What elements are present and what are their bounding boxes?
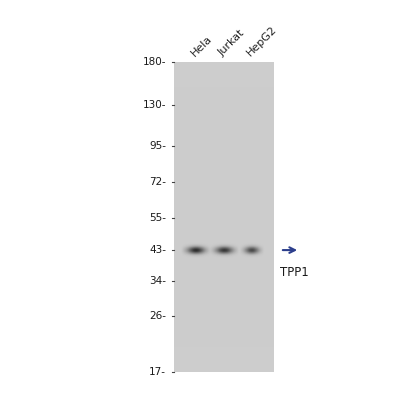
- Text: 26-: 26-: [149, 311, 166, 321]
- Text: 55-: 55-: [149, 213, 166, 223]
- Text: Jurkat: Jurkat: [217, 28, 247, 58]
- Text: 95-: 95-: [149, 141, 166, 151]
- Text: 72-: 72-: [149, 177, 166, 187]
- Text: 130-: 130-: [142, 100, 166, 110]
- Text: 43-: 43-: [149, 245, 166, 255]
- Text: HepG2: HepG2: [245, 24, 279, 58]
- Text: 180-: 180-: [142, 57, 166, 67]
- Text: TPP1: TPP1: [280, 266, 309, 279]
- Text: 34-: 34-: [149, 276, 166, 286]
- Text: Hela: Hela: [189, 33, 214, 58]
- Text: 17-: 17-: [149, 367, 166, 377]
